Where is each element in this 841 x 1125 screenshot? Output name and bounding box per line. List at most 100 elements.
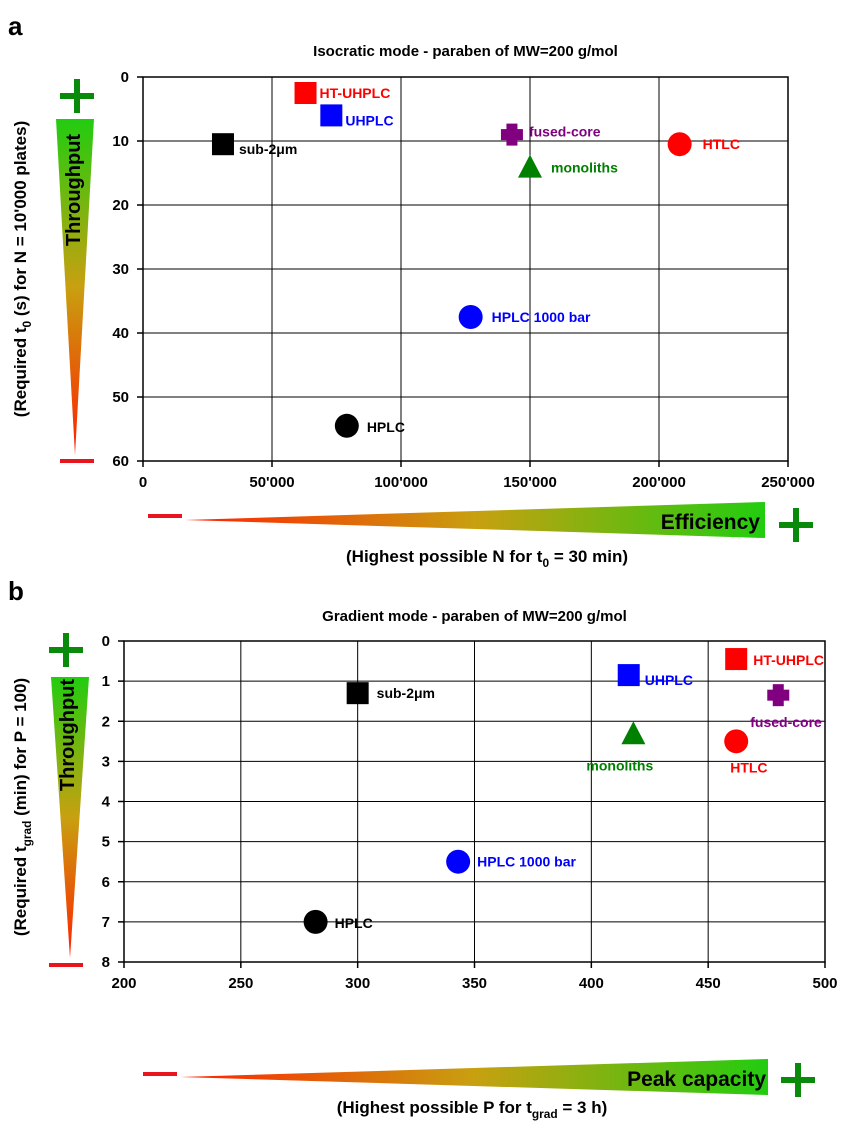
point-label-sub-2-m: sub-2μm	[377, 685, 435, 701]
point-fused-core-v	[506, 123, 518, 146]
point-label-ht-uhplc: HT-UHPLC	[753, 652, 824, 668]
throughput-plus-icon-v	[63, 633, 69, 667]
x-tick-label: 100'000	[374, 474, 428, 491]
x-tick-label: 250	[228, 975, 253, 992]
point-hplc-1000-bar	[458, 305, 483, 329]
y-axis-label-sub: 0	[20, 320, 34, 327]
throughput-arrow	[51, 677, 89, 958]
point-label-uhplc: UHPLC	[345, 112, 393, 128]
y-axis-label-pre: (Required t	[11, 327, 30, 417]
point-hplc-1000-bar	[446, 849, 471, 874]
throughput-label: Throughput	[57, 679, 79, 792]
point-label-htlc: HTLC	[730, 759, 767, 775]
y-tick-label: 6	[102, 874, 110, 891]
point-label-monoliths: monoliths	[551, 160, 618, 176]
y-tick-label: 10	[112, 133, 129, 150]
chart-title: Isocratic mode - paraben of MW=200 g/mol	[313, 43, 618, 60]
y-axis-label: (Required t0 (s) for N = 10'000 plates)	[11, 121, 34, 417]
point-hplc	[334, 413, 359, 438]
x-tick-label: 200'000	[632, 474, 686, 491]
point-monoliths	[518, 154, 542, 178]
efficiency-arrow	[185, 502, 765, 538]
x-tick-label: 0	[139, 474, 147, 491]
point-ht-uhplc	[725, 648, 748, 671]
grid	[142, 76, 789, 462]
y-axis-label-sub: grad	[20, 821, 34, 847]
x-axis-label: (Highest possible P for tgrad = 3 h)	[337, 1098, 608, 1121]
point-sub-2-m	[346, 682, 369, 705]
x-axis-label-sub: grad	[532, 1107, 558, 1121]
y-axis-label: (Required tgrad (min) for P = 100)	[11, 678, 34, 936]
point-label-uhplc: UHPLC	[645, 672, 693, 688]
throughput-minus-icon	[49, 963, 83, 967]
y-axis-label-post: (s) for N = 10'000 plates)	[11, 121, 30, 321]
point-label-monoliths: monoliths	[586, 757, 653, 773]
y-axis-label-pre: (Required t	[11, 846, 30, 936]
x-tick-label: 450	[696, 975, 721, 992]
y-tick-label: 2	[102, 713, 110, 730]
x-tick-label: 200	[111, 975, 136, 992]
throughput-plus-icon	[49, 633, 83, 667]
y-tick-label: 50	[112, 389, 129, 406]
x-axis-label-pre: (Highest possible P for t	[337, 1098, 533, 1117]
point-label-htlc: HTLC	[703, 136, 740, 152]
point-fused-core-v	[772, 684, 784, 707]
panel-label: a	[8, 11, 23, 41]
point-label-ht-uhplc: HT-UHPLC	[320, 85, 391, 101]
x-axis-label-post: = 30 min)	[549, 547, 628, 566]
efficiency-label: Efficiency	[661, 511, 761, 534]
throughput-plus-icon	[60, 79, 94, 113]
y-tick-label: 4	[102, 794, 111, 811]
x-axis-label: (Highest possible N for t0 = 30 min)	[346, 547, 628, 570]
x-tick-label: 400	[579, 975, 604, 992]
efficiency-plus-icon-v	[793, 508, 799, 542]
throughput-plus-icon-v	[74, 79, 80, 113]
efficiency-minus-icon	[148, 514, 182, 518]
point-htlc	[724, 729, 749, 754]
efficiency-minus-icon	[143, 1072, 177, 1076]
point-sub-2-m	[211, 133, 234, 156]
throughput-arrow	[56, 119, 94, 455]
point-label-hplc-1000-bar: HPLC 1000 bar	[492, 309, 591, 325]
y-tick-label: 40	[112, 325, 129, 342]
chart-title: Gradient mode - paraben of MW=200 g/mol	[322, 608, 627, 625]
point-label-sub-2-m: sub-2μm	[239, 141, 297, 157]
point-uhplc	[320, 104, 343, 127]
point-ht-uhplc	[294, 82, 317, 104]
x-axis-label-pre: (Highest possible N for t	[346, 547, 543, 566]
y-tick-label: 8	[102, 954, 110, 971]
y-tick-label: 20	[112, 197, 129, 214]
y-axis-label-post: (min) for P = 100)	[11, 678, 30, 821]
x-tick-label: 150'000	[503, 474, 557, 491]
y-tick-label: 3	[102, 753, 110, 770]
point-uhplc	[617, 664, 640, 687]
efficiency-plus-icon	[779, 508, 813, 542]
y-tick-label: 30	[112, 261, 129, 278]
point-label-fused-core: fused-core	[750, 714, 822, 730]
throughput-label: Throughput	[63, 134, 85, 247]
point-htlc	[667, 132, 692, 157]
y-tick-label: 7	[102, 914, 110, 931]
efficiency-label: Peak capacity	[627, 1068, 766, 1091]
x-tick-label: 300	[345, 975, 370, 992]
efficiency-plus-icon-v	[795, 1063, 801, 1097]
x-tick-label: 250'000	[761, 474, 815, 491]
point-hplc	[303, 909, 328, 934]
point-label-hplc: HPLC	[335, 915, 373, 931]
point-label-hplc-1000-bar: HPLC 1000 bar	[477, 854, 576, 870]
y-tick-label: 60	[112, 453, 129, 470]
y-tick-label: 0	[102, 633, 110, 650]
efficiency-arrow	[180, 1059, 768, 1095]
grid	[123, 640, 826, 963]
efficiency-plus-icon	[781, 1063, 815, 1097]
panel-b: b Gradient mode - paraben of MW=200 g/mol…	[8, 576, 838, 1121]
x-tick-label: 500	[812, 975, 837, 992]
throughput-minus-icon	[60, 459, 94, 463]
x-axis-label-sub: 0	[542, 556, 549, 570]
panel-label: b	[8, 576, 24, 606]
point-label-hplc: HPLC	[367, 419, 405, 435]
x-tick-label: 350	[462, 975, 487, 992]
y-tick-label: 5	[102, 834, 110, 851]
panel-a: a Isocratic mode - paraben of MW=200 g/mo…	[8, 11, 815, 570]
